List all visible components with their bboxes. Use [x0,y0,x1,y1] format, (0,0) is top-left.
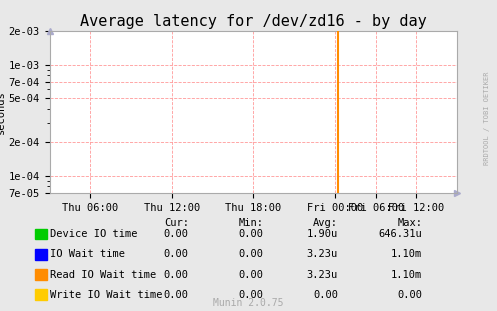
Text: Avg:: Avg: [313,218,338,228]
Text: Read IO Wait time: Read IO Wait time [50,270,156,280]
Text: 3.23u: 3.23u [307,270,338,280]
Text: Write IO Wait time: Write IO Wait time [50,290,162,300]
Text: 0.00: 0.00 [398,290,422,300]
Text: Munin 2.0.75: Munin 2.0.75 [213,298,284,308]
Text: 0.00: 0.00 [313,290,338,300]
Text: 1.10m: 1.10m [391,270,422,280]
Text: Device IO time: Device IO time [50,229,137,239]
Text: 0.00: 0.00 [239,229,263,239]
Text: Min:: Min: [239,218,263,228]
Text: 646.31u: 646.31u [379,229,422,239]
Text: 1.90u: 1.90u [307,229,338,239]
Text: 0.00: 0.00 [164,270,189,280]
Text: IO Wait time: IO Wait time [50,249,125,259]
Y-axis label: seconds: seconds [0,90,6,134]
Text: 0.00: 0.00 [164,229,189,239]
Text: 3.23u: 3.23u [307,249,338,259]
Text: 0.00: 0.00 [239,290,263,300]
Title: Average latency for /dev/zd16 - by day: Average latency for /dev/zd16 - by day [80,14,427,29]
Text: 0.00: 0.00 [239,249,263,259]
Text: 0.00: 0.00 [164,249,189,259]
Text: 0.00: 0.00 [239,270,263,280]
Text: 1.10m: 1.10m [391,249,422,259]
Text: Max:: Max: [398,218,422,228]
Text: 0.00: 0.00 [164,290,189,300]
Text: RRDTOOL / TOBI OETIKER: RRDTOOL / TOBI OETIKER [484,72,490,165]
Text: Cur:: Cur: [164,218,189,228]
